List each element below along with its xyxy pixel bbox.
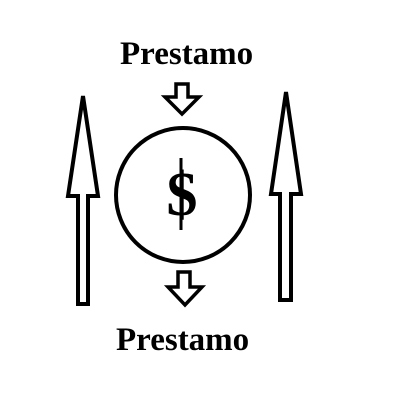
bottom-down-arrow-icon (163, 270, 207, 308)
right-up-arrow-icon (268, 91, 304, 302)
top-down-arrow-icon (160, 82, 204, 117)
coin-circle-icon (114, 126, 252, 264)
top-loan-label: Prestamo (120, 36, 254, 72)
dollar-sign: $ (166, 161, 198, 229)
bottom-loan-label: Prestamo (116, 322, 250, 358)
left-up-arrow-icon (65, 95, 101, 306)
